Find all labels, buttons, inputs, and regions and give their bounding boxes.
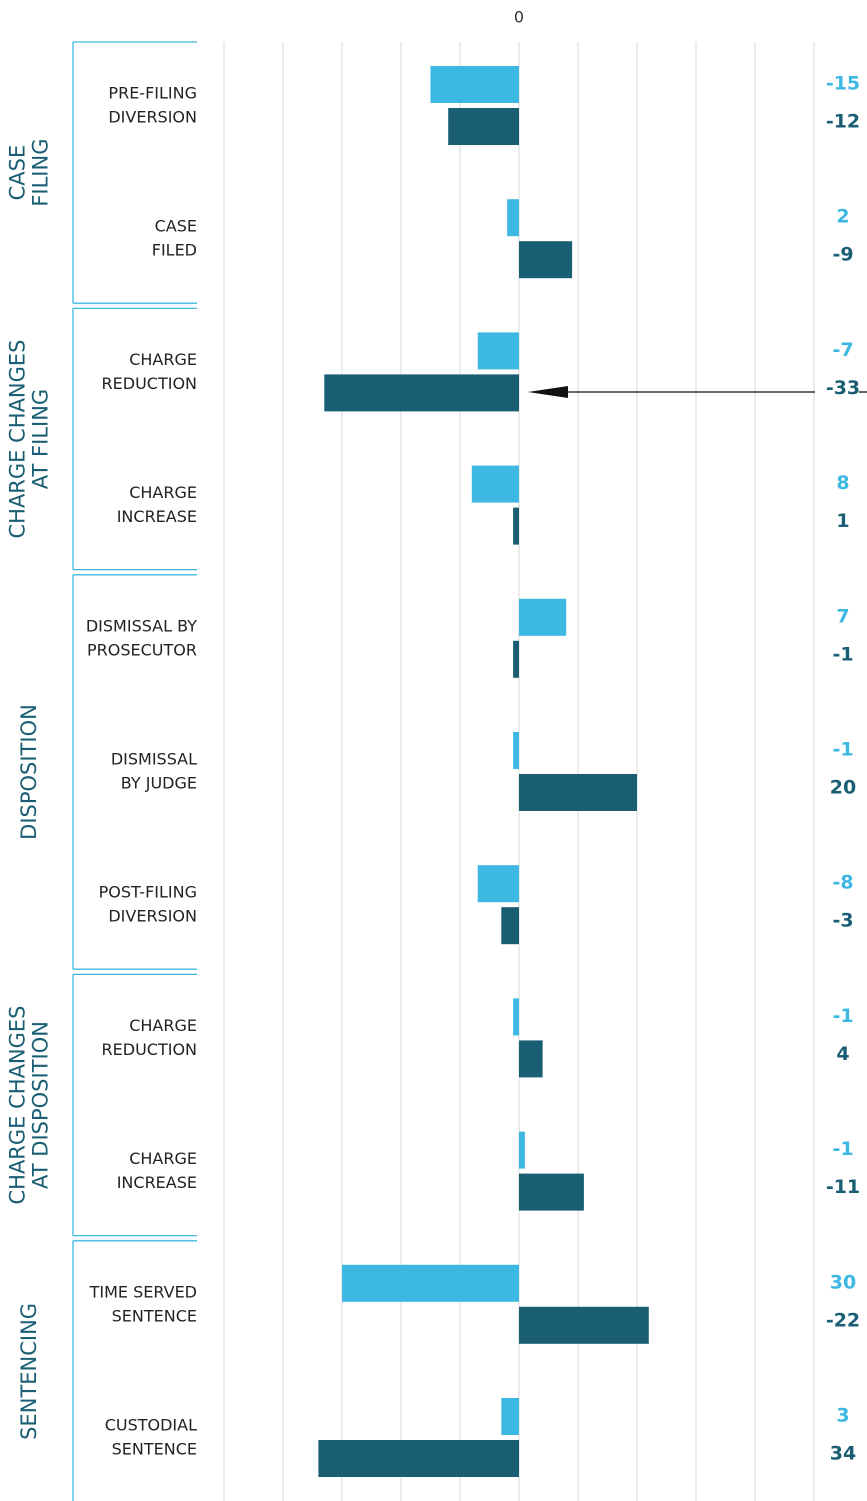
bar xyxy=(471,465,519,503)
category-label: DIVERSION xyxy=(108,907,197,926)
side-label: -1 xyxy=(832,1138,853,1160)
category-label: SENTENCE xyxy=(112,1306,197,1325)
side-label: -9 xyxy=(832,244,853,266)
category-label: DISMISSAL BY xyxy=(86,616,197,635)
category-label: TIME SERVED xyxy=(89,1282,197,1301)
side-label: 30 xyxy=(830,1271,856,1293)
bar xyxy=(324,374,519,412)
category-label: PRE-FILING xyxy=(108,84,197,103)
category-label: CHARGE xyxy=(129,483,197,502)
side-label: -8 xyxy=(832,872,853,894)
category-label: DISMISSAL xyxy=(111,750,197,769)
category-label: PROSECUTOR xyxy=(87,640,197,659)
group-label: DISPOSITION xyxy=(17,704,41,840)
side-label: -3 xyxy=(832,910,853,932)
bar xyxy=(519,1306,649,1344)
category-label: SENTENCE xyxy=(112,1440,197,1459)
category-label: INCREASE xyxy=(117,1173,197,1192)
side-label: -11 xyxy=(826,1176,860,1198)
group-label: AT FILING xyxy=(29,389,53,489)
side-label: -7 xyxy=(832,339,853,361)
category-label: CUSTODIAL xyxy=(105,1416,197,1435)
bar xyxy=(519,1131,525,1169)
bar xyxy=(501,907,519,945)
side-label: 3 xyxy=(836,1405,849,1427)
bar xyxy=(519,241,573,279)
category-label: REDUCTION xyxy=(102,374,197,393)
bar xyxy=(519,598,567,636)
category-label: INCREASE xyxy=(117,507,197,526)
category-label: DIVERSION xyxy=(108,108,197,127)
annotation-arrowhead xyxy=(528,386,568,398)
group-label: AT DISPOSITION xyxy=(29,1021,53,1189)
group-label: CASE xyxy=(6,145,30,201)
category-label: CHARGE xyxy=(129,1149,197,1168)
side-label: 34 xyxy=(830,1443,856,1465)
bar xyxy=(477,332,519,370)
bar xyxy=(318,1440,519,1477)
bar xyxy=(513,640,519,678)
bar xyxy=(342,1264,519,1302)
side-label: 7 xyxy=(836,605,849,627)
group-label: CHARGE CHANGES xyxy=(6,1005,30,1204)
side-label: -1 xyxy=(832,739,853,761)
group-label: CHARGE CHANGES xyxy=(6,339,30,538)
x-tick-label: 0 xyxy=(514,8,524,27)
side-label: 4 xyxy=(836,1043,849,1065)
bar xyxy=(507,199,519,237)
side-label: 20 xyxy=(830,777,856,799)
category-label: BY JUDGE xyxy=(121,774,197,793)
side-label: -22 xyxy=(826,1309,860,1331)
category-label: REDUCTION xyxy=(102,1040,197,1059)
side-label: 2 xyxy=(836,206,849,228)
side-label: -1 xyxy=(832,1005,853,1027)
side-label: -33 xyxy=(826,377,860,399)
bar xyxy=(448,108,519,145)
bar xyxy=(513,507,519,545)
side-label: -1 xyxy=(832,643,853,665)
bar xyxy=(513,998,519,1036)
bar xyxy=(519,1173,584,1211)
side-label: -15 xyxy=(826,73,860,95)
bar xyxy=(430,66,519,103)
bar xyxy=(519,1040,543,1078)
bar xyxy=(501,1398,519,1435)
group-label: SENTENCING xyxy=(17,1303,41,1440)
group-label: FILING xyxy=(29,139,53,207)
bar xyxy=(513,732,519,769)
category-label: CHARGE xyxy=(129,1016,197,1035)
category-label: POST-FILING xyxy=(99,883,197,902)
category-label: CHARGE xyxy=(129,350,197,369)
bar xyxy=(519,774,637,811)
side-label: 8 xyxy=(836,472,849,494)
bar xyxy=(477,865,519,903)
side-label: 1 xyxy=(836,510,849,532)
side-label: -12 xyxy=(826,111,860,133)
category-label: CASE xyxy=(155,217,197,236)
category-label: FILED xyxy=(152,241,197,260)
